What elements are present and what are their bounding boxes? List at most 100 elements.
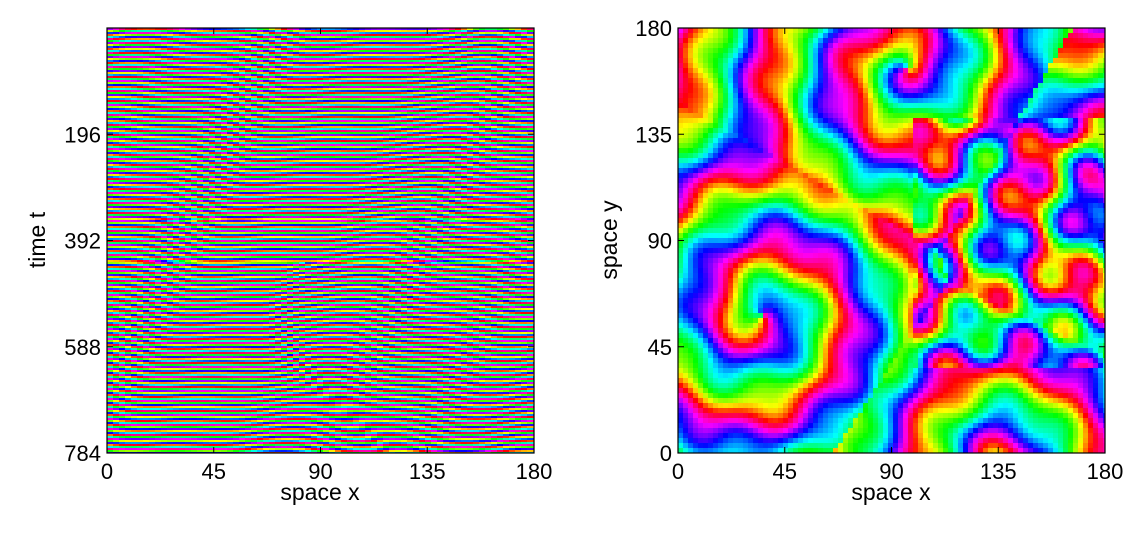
left-heatmap-cell <box>479 102 486 105</box>
left-heatmap-cell <box>107 44 114 47</box>
left-heatmap-cell <box>371 124 378 127</box>
left-heatmap-cell <box>425 36 432 39</box>
left-heatmap-cell <box>179 88 186 91</box>
left-heatmap-cell <box>323 38 330 41</box>
left-heatmap-cell <box>431 122 438 125</box>
left-heatmap-cell <box>479 66 486 69</box>
left-heatmap-cell <box>185 146 192 149</box>
left-heatmap-cell <box>401 62 408 65</box>
left-heatmap-cell <box>143 28 150 31</box>
left-heatmap-cell <box>323 132 330 135</box>
left-heatmap-cell <box>437 36 444 39</box>
left-heatmap-cell <box>413 154 420 157</box>
left-heatmap-cell <box>443 44 450 47</box>
left-heatmap-cell <box>305 150 312 153</box>
left-heatmap-cell <box>509 112 516 115</box>
left-heatmap-cell <box>497 124 504 127</box>
left-heatmap-cell <box>191 160 198 163</box>
left-heatmap-cell <box>197 114 204 117</box>
left-heatmap-cell <box>305 78 312 81</box>
left-heatmap-cell <box>479 120 486 123</box>
left-heatmap-cell <box>299 54 306 57</box>
left-heatmap-cell <box>227 120 234 123</box>
left-heatmap-cell <box>497 28 504 31</box>
left-heatmap-cell <box>179 36 186 39</box>
left-heatmap-cell <box>323 68 330 71</box>
left-heatmap-cell <box>365 28 372 31</box>
left-heatmap-cell <box>515 90 522 93</box>
left-heatmap-cell <box>335 122 342 125</box>
left-heatmap-cell <box>275 158 282 161</box>
left-heatmap-cell <box>491 36 498 39</box>
left-heatmap-cell <box>437 64 444 67</box>
left-heatmap-cell <box>173 78 180 81</box>
left-heatmap-cell <box>323 72 330 75</box>
left-heatmap-cell <box>431 120 438 123</box>
left-heatmap-cell <box>227 98 234 101</box>
left-heatmap-cell <box>455 94 462 97</box>
left-heatmap-cell <box>269 76 276 79</box>
left-heatmap-cell <box>197 32 204 35</box>
left-heatmap-cell <box>461 54 468 57</box>
left-heatmap-cell <box>371 158 378 161</box>
left-heatmap-cell <box>527 66 534 69</box>
left-heatmap-cell <box>401 120 408 123</box>
left-heatmap-cell <box>185 86 192 89</box>
left-heatmap-cell <box>467 92 474 95</box>
left-heatmap-cell <box>347 42 354 45</box>
left-heatmap-cell <box>449 50 456 53</box>
left-heatmap-cell <box>167 136 174 139</box>
left-heatmap-cell <box>299 122 306 125</box>
left-heatmap-cell <box>155 142 162 145</box>
left-heatmap-cell <box>449 88 456 91</box>
left-heatmap-cell <box>341 48 348 51</box>
left-heatmap-cell <box>443 160 450 163</box>
left-heatmap-cell <box>179 160 186 163</box>
left-heatmap-cell <box>239 86 246 89</box>
left-heatmap-cell <box>149 118 156 121</box>
left-heatmap-cell <box>185 56 192 59</box>
left-heatmap-cell <box>305 50 312 53</box>
left-heatmap-cell <box>263 154 270 157</box>
left-heatmap-cell <box>173 94 180 97</box>
left-heatmap-cell <box>191 86 198 89</box>
left-heatmap-cell <box>179 120 186 123</box>
left-heatmap-cell <box>443 40 450 43</box>
left-heatmap-cell <box>317 154 324 157</box>
left-heatmap-cell <box>473 108 480 111</box>
left-heatmap-cell <box>119 86 126 89</box>
left-heatmap-cell <box>359 42 366 45</box>
left-heatmap-cell <box>353 108 360 111</box>
left-heatmap-cell <box>389 42 396 45</box>
left-heatmap-cell <box>251 88 258 91</box>
left-heatmap-cell <box>455 66 462 69</box>
left-heatmap-cell <box>497 36 504 39</box>
left-heatmap-cell <box>287 48 294 51</box>
left-heatmap-cell <box>215 124 222 127</box>
left-heatmap-cell <box>503 118 510 121</box>
left-heatmap-cell <box>467 64 474 67</box>
left-heatmap-cell <box>413 104 420 107</box>
left-heatmap-cell <box>365 150 372 153</box>
left-heatmap-cell <box>293 158 300 161</box>
left-heatmap-cell <box>197 76 204 79</box>
left-heatmap-cell <box>251 68 258 71</box>
left-heatmap-cell <box>215 166 222 169</box>
left-heatmap-cell <box>479 104 486 107</box>
left-heatmap-cell <box>227 154 234 157</box>
left-heatmap-cell <box>413 30 420 33</box>
left-heatmap-cell <box>137 30 144 33</box>
left-heatmap-cell <box>419 30 426 33</box>
left-heatmap-cell <box>263 166 270 169</box>
left-heatmap-cell <box>137 62 144 65</box>
left-heatmap-cell <box>215 150 222 153</box>
left-heatmap-cell <box>125 148 132 151</box>
left-heatmap-cell <box>425 140 432 143</box>
left-heatmap-cell <box>119 144 126 147</box>
left-heatmap-cell <box>233 132 240 135</box>
left-heatmap-cell <box>413 142 420 145</box>
left-heatmap-cell <box>125 60 132 63</box>
left-heatmap-cell <box>413 44 420 47</box>
left-heatmap-cell <box>341 44 348 47</box>
left-heatmap-cell <box>335 138 342 141</box>
